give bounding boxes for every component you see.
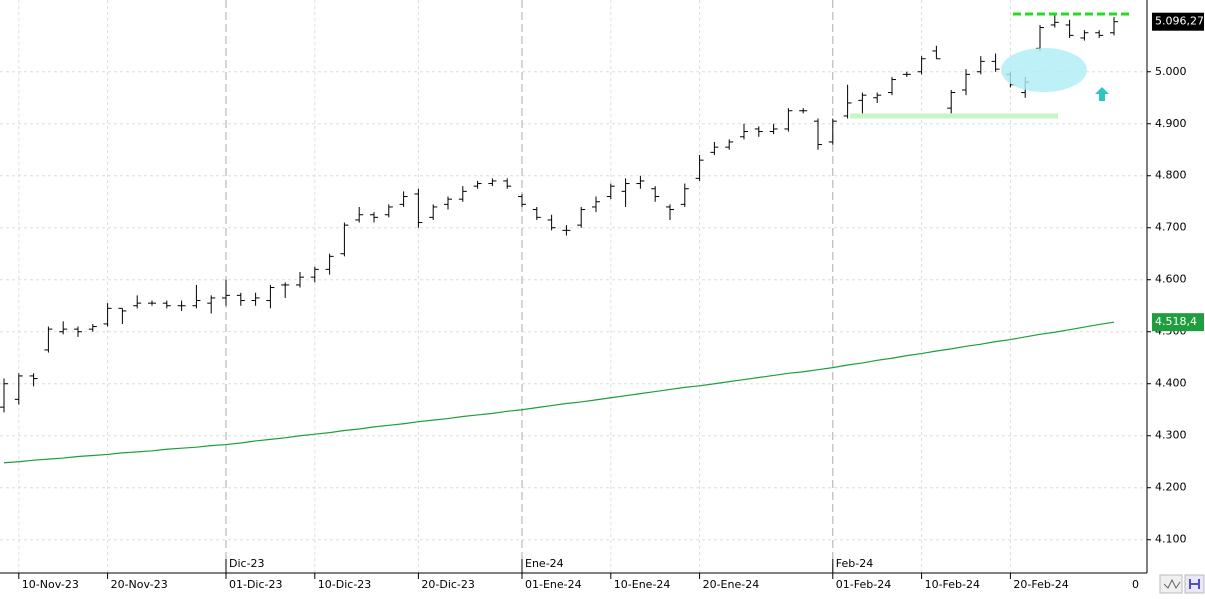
y-tick-label: 4.100: [1155, 533, 1187, 546]
plot: [0, 14, 1118, 464]
y-tick-label: 4.800: [1155, 169, 1187, 182]
annotations: [850, 12, 1132, 119]
zoom-icon[interactable]: [1159, 574, 1183, 594]
x-tick-label: 10-Nov-23: [22, 578, 79, 591]
x-tick-label: 20-Feb-24: [1013, 578, 1068, 591]
toolbar-icons: [1159, 574, 1205, 594]
y-tick-label: 4.600: [1155, 273, 1187, 286]
x-tick-label: 01-Feb-24: [836, 578, 891, 591]
highlight-ellipse: [1001, 48, 1087, 92]
price-tag-label: 4.518,4: [1155, 315, 1197, 328]
y-tick-label: 4.200: [1155, 481, 1187, 494]
x-axis-end-label: 0: [1132, 578, 1139, 591]
x-tick-label: 10-Ene-24: [614, 578, 671, 591]
h-icon-glyph: [1189, 579, 1200, 589]
month-label: Ene-24: [525, 557, 564, 570]
y-tick-label: 4.400: [1155, 377, 1187, 390]
x-tick-label: 01-Ene-24: [525, 578, 582, 591]
x-tick-label: 01-Dic-23: [229, 578, 283, 591]
y-tick-label: 4.700: [1155, 221, 1187, 234]
price-tag-label: 5.096,27: [1155, 15, 1204, 28]
grid: [0, 0, 1147, 573]
y-axis-labels: 4.1004.2004.3004.4004.5004.6004.7004.800…: [18, 12, 1204, 591]
x-tick-label: 10-Dic-23: [318, 578, 372, 591]
y-tick-label: 4.900: [1155, 117, 1187, 130]
y-tick-label: 4.300: [1155, 429, 1187, 442]
x-tick-label: 20-Nov-23: [111, 578, 168, 591]
y-tick-label: 5.000: [1155, 65, 1187, 78]
price-tag: [1152, 12, 1204, 31]
month-label: Dic-23: [229, 557, 265, 570]
price-tag: [1152, 313, 1204, 332]
x-tick-label: 20-Dic-23: [421, 578, 475, 591]
x-tick-label: 20-Ene-24: [703, 578, 760, 591]
month-label: Feb-24: [836, 557, 873, 570]
moving-average-line: [3, 321, 1115, 464]
zoom-icon-glyph: [1163, 578, 1181, 589]
up-arrow: [1095, 87, 1109, 101]
x-tick-label: 10-Feb-24: [925, 578, 980, 591]
